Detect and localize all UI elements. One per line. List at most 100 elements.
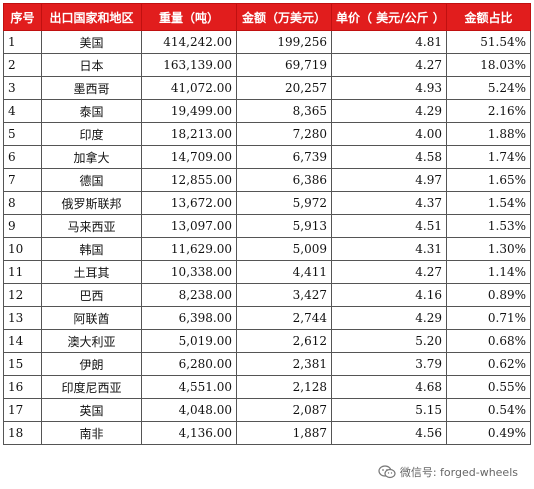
header-weight: 重量（吨）: [141, 3, 237, 31]
cell-index: 14: [3, 329, 42, 353]
cell-weight: 4,551.00: [141, 375, 237, 399]
cell-weight: 11,629.00: [141, 237, 237, 261]
cell-index: 16: [3, 375, 42, 399]
cell-share: 0.89%: [446, 283, 531, 307]
cell-index: 7: [3, 168, 42, 192]
header-share: 金额占比: [446, 3, 531, 31]
cell-index: 9: [3, 214, 42, 238]
cell-unit-price: 4.93: [331, 76, 447, 100]
cell-country: 印度尼西亚: [41, 375, 142, 399]
cell-share: 0.68%: [446, 329, 531, 353]
table-row: 11 土耳其 10,338.00 4,411 4.27 1.14%: [3, 260, 531, 284]
cell-index: 11: [3, 260, 42, 284]
cell-amount: 2,744: [236, 306, 332, 330]
cell-share: 1.88%: [446, 122, 531, 146]
table-row: 3 墨西哥 41,072.00 20,257 4.93 5.24%: [3, 76, 531, 100]
cell-unit-price: 4.37: [331, 191, 447, 215]
cell-amount: 1,887: [236, 421, 332, 445]
cell-unit-price: 4.00: [331, 122, 447, 146]
watermark-text: 微信号: forged-wheels: [399, 466, 518, 479]
cell-unit-price: 4.97: [331, 168, 447, 192]
cell-amount: 8,365: [236, 99, 332, 123]
table-row: 13 阿联酋 6,398.00 2,744 4.29 0.71%: [3, 306, 531, 330]
cell-amount: 2,381: [236, 352, 332, 376]
cell-index: 8: [3, 191, 42, 215]
cell-weight: 414,242.00: [141, 30, 237, 54]
cell-weight: 13,097.00: [141, 214, 237, 238]
cell-country: 英国: [41, 398, 142, 422]
cell-amount: 3,427: [236, 283, 332, 307]
cell-country: 美国: [41, 30, 142, 54]
cell-unit-price: 4.56: [331, 421, 447, 445]
cell-country: 印度: [41, 122, 142, 146]
cell-country: 伊朗: [41, 352, 142, 376]
table-row: 1 美国 414,242.00 199,256 4.81 51.54%: [3, 30, 531, 54]
table-row: 14 澳大利亚 5,019.00 2,612 5.20 0.68%: [3, 329, 531, 353]
cell-share: 1.14%: [446, 260, 531, 284]
wechat-icon: [378, 465, 396, 479]
cell-share: 2.16%: [446, 99, 531, 123]
cell-country: 德国: [41, 168, 142, 192]
cell-amount: 2,087: [236, 398, 332, 422]
cell-weight: 4,048.00: [141, 398, 237, 422]
cell-index: 15: [3, 352, 42, 376]
cell-weight: 4,136.00: [141, 421, 237, 445]
header-unit-price: 单价（ 美元/公斤 ）: [331, 3, 447, 31]
cell-share: 1.54%: [446, 191, 531, 215]
cell-country: 墨西哥: [41, 76, 142, 100]
cell-country: 土耳其: [41, 260, 142, 284]
cell-country: 韩国: [41, 237, 142, 261]
cell-index: 17: [3, 398, 42, 422]
cell-unit-price: 4.27: [331, 53, 447, 77]
cell-index: 4: [3, 99, 42, 123]
table-row: 18 南非 4,136.00 1,887 4.56 0.49%: [3, 421, 531, 445]
cell-amount: 7,280: [236, 122, 332, 146]
cell-amount: 5,913: [236, 214, 332, 238]
cell-amount: 5,009: [236, 237, 332, 261]
cell-amount: 6,739: [236, 145, 332, 169]
cell-weight: 10,338.00: [141, 260, 237, 284]
table-row: 4 泰国 19,499.00 8,365 4.29 2.16%: [3, 99, 531, 123]
cell-country: 加拿大: [41, 145, 142, 169]
cell-amount: 69,719: [236, 53, 332, 77]
cell-share: 0.62%: [446, 352, 531, 376]
cell-weight: 13,672.00: [141, 191, 237, 215]
cell-share: 1.53%: [446, 214, 531, 238]
cell-amount: 199,256: [236, 30, 332, 54]
cell-share: 0.54%: [446, 398, 531, 422]
cell-unit-price: 4.16: [331, 283, 447, 307]
cell-index: 10: [3, 237, 42, 261]
cell-unit-price: 4.27: [331, 260, 447, 284]
cell-amount: 6,386: [236, 168, 332, 192]
cell-share: 0.49%: [446, 421, 531, 445]
cell-index: 2: [3, 53, 42, 77]
cell-weight: 19,499.00: [141, 99, 237, 123]
cell-country: 南非: [41, 421, 142, 445]
cell-unit-price: 3.79: [331, 352, 447, 376]
cell-index: 5: [3, 122, 42, 146]
table-row: 6 加拿大 14,709.00 6,739 4.58 1.74%: [3, 145, 531, 169]
header-country: 出口国家和地区: [41, 3, 142, 31]
cell-country: 俄罗斯联邦: [41, 191, 142, 215]
cell-weight: 12,855.00: [141, 168, 237, 192]
cell-unit-price: 4.68: [331, 375, 447, 399]
table-row: 2 日本 163,139.00 69,719 4.27 18.03%: [3, 53, 531, 77]
table-row: 5 印度 18,213.00 7,280 4.00 1.88%: [3, 122, 531, 146]
cell-weight: 163,139.00: [141, 53, 237, 77]
cell-share: 1.74%: [446, 145, 531, 169]
cell-country: 泰国: [41, 99, 142, 123]
table-row: 10 韩国 11,629.00 5,009 4.31 1.30%: [3, 237, 531, 261]
table-row: 9 马来西亚 13,097.00 5,913 4.51 1.53%: [3, 214, 531, 238]
cell-amount: 4,411: [236, 260, 332, 284]
table-row: 17 英国 4,048.00 2,087 5.15 0.54%: [3, 398, 531, 422]
table-row: 7 德国 12,855.00 6,386 4.97 1.65%: [3, 168, 531, 192]
cell-index: 18: [3, 421, 42, 445]
cell-country: 阿联酋: [41, 306, 142, 330]
cell-country: 日本: [41, 53, 142, 77]
cell-weight: 8,238.00: [141, 283, 237, 307]
header-index: 序号: [3, 3, 42, 31]
header-row: 序号 出口国家和地区 重量（吨） 金额（万美元） 单价（ 美元/公斤 ）金额占比: [3, 3, 531, 31]
cell-unit-price: 4.31: [331, 237, 447, 261]
cell-share: 0.55%: [446, 375, 531, 399]
cell-weight: 14,709.00: [141, 145, 237, 169]
